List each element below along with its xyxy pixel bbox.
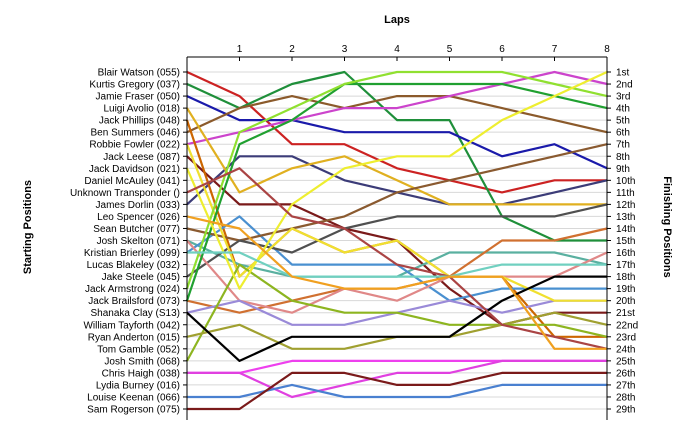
finishing-position-label: 23rd (616, 332, 636, 343)
series-line (187, 251, 607, 278)
finishing-position-label: 29th (616, 405, 635, 416)
starting-position-label: Luigi Avolio (018) (103, 104, 180, 115)
starting-position-label: Ryan Anderton (015) (88, 332, 180, 343)
starting-position-label: Jamie Fraser (050) (96, 92, 180, 103)
finishing-position-label: 16th (616, 248, 635, 259)
starting-position-label: Ben Summers (046) (91, 128, 180, 139)
starting-position-label: Louise Keenan (066) (87, 392, 180, 403)
series-line (186, 311, 608, 350)
finishing-position-label: 3rd (616, 92, 630, 103)
series-line (186, 167, 608, 350)
finishing-position-label: 20th (616, 296, 635, 307)
finishing-position-label: 2nd (616, 80, 633, 91)
starting-position-label: Shanaka Clay (S13) (91, 308, 181, 319)
x-tick-label: 2 (289, 44, 295, 55)
series-line (186, 215, 607, 350)
finishing-position-label: 1st (616, 68, 630, 79)
finishing-position-label: 14th (616, 224, 635, 235)
starting-position-label: Tom Gamble (052) (97, 344, 180, 355)
starting-position-label: Unknown Transponder () (70, 188, 180, 199)
finishing-position-label: 4th (616, 104, 630, 115)
finishing-position-label: 6th (616, 128, 630, 139)
x-tick-label: 8 (604, 44, 610, 55)
series-line (186, 71, 607, 194)
series-line (186, 275, 607, 362)
starting-position-label: Kurtis Gregory (037) (89, 80, 180, 91)
series-line (187, 383, 607, 399)
starting-position-label: Robbie Fowler (022) (89, 140, 180, 151)
finishing-position-label: 8th (616, 152, 630, 163)
starting-position-label: Sean Butcher (077) (93, 224, 180, 235)
starting-position-label: Jack Armstrong (024) (85, 284, 180, 295)
starting-position-label: Daniel McAuley (041) (84, 176, 180, 187)
starting-position-label: Josh Smith (068) (104, 356, 180, 367)
x-tick-label: 5 (447, 44, 453, 55)
x-tick-label: 3 (342, 44, 348, 55)
finishing-position-label: 24th (616, 344, 635, 355)
finishing-position-label: 21st (616, 308, 635, 319)
starting-position-label: Lucas Blakeley (032) (87, 260, 180, 271)
finishing-position-label: 7th (616, 140, 630, 151)
starting-position-label: Kristian Brierley (099) (84, 248, 180, 259)
x-tick-label: 4 (394, 44, 400, 55)
starting-position-label: William Tayforth (042) (83, 320, 180, 331)
series-line (186, 70, 608, 146)
series-line (187, 359, 607, 374)
starting-position-label: Josh Skelton (071) (97, 236, 180, 247)
finishing-position-label: 12th (616, 200, 635, 211)
starting-position-label: Jack Leese (087) (103, 152, 180, 163)
series-line (186, 95, 608, 170)
finishing-position-label: 5th (616, 116, 630, 127)
series-line (186, 70, 607, 242)
finishing-position-label: 18th (616, 272, 635, 283)
finishing-position-label: 27th (616, 380, 635, 391)
starting-position-label: Jack Davidson (021) (89, 164, 180, 175)
series-line (187, 371, 607, 411)
finishing-position-label: 19th (616, 284, 635, 295)
series-line (186, 239, 608, 314)
finishing-position-label: 17th (616, 260, 635, 271)
finishing-position-label: 10th (616, 176, 635, 187)
y-axis-title-left: Starting Positions (22, 180, 34, 274)
series-lines (185, 70, 608, 411)
x-tick-label: 1 (237, 44, 243, 55)
starting-position-label: Jack Brailsford (073) (88, 296, 180, 307)
starting-position-label: Lydia Burney (016) (96, 380, 180, 391)
finishing-position-label: 9th (616, 164, 630, 175)
finishing-position-label: 25th (616, 356, 635, 367)
starting-position-label: James Dorlin (033) (96, 200, 180, 211)
series-line (185, 70, 608, 289)
finishing-position-label: 11th (616, 188, 635, 199)
x-tick-label: 7 (552, 44, 558, 55)
starting-position-label: Chris Haigh (038) (102, 368, 180, 379)
series-line (187, 359, 607, 399)
tick-labels: 1 2 3 4 5 6 7 8 Blair Watson (055)Kurtis Gregory… (70, 44, 638, 416)
x-tick-label: 6 (499, 44, 505, 55)
finishing-position-label: 13th (616, 212, 635, 223)
finishing-position-label: 28th (616, 392, 635, 403)
starting-position-label: Blair Watson (055) (98, 68, 180, 79)
finishing-position-label: 15th (616, 236, 635, 247)
starting-position-label: Leo Spencer (026) (97, 212, 180, 223)
x-axis-title: Laps (384, 14, 410, 26)
series-line (186, 94, 608, 134)
finishing-position-label: 22nd (616, 320, 638, 331)
series-line (186, 143, 608, 242)
finishing-position-label: 26th (616, 368, 635, 379)
y-axis-title-right: Finishing Positions (661, 176, 673, 277)
starting-position-label: Jack Phillips (048) (99, 116, 180, 127)
series-line (185, 82, 608, 302)
starting-position-label: Jake Steele (045) (102, 272, 180, 283)
starting-position-label: Sam Rogerson (075) (87, 405, 180, 416)
axes (183, 56, 611, 420)
